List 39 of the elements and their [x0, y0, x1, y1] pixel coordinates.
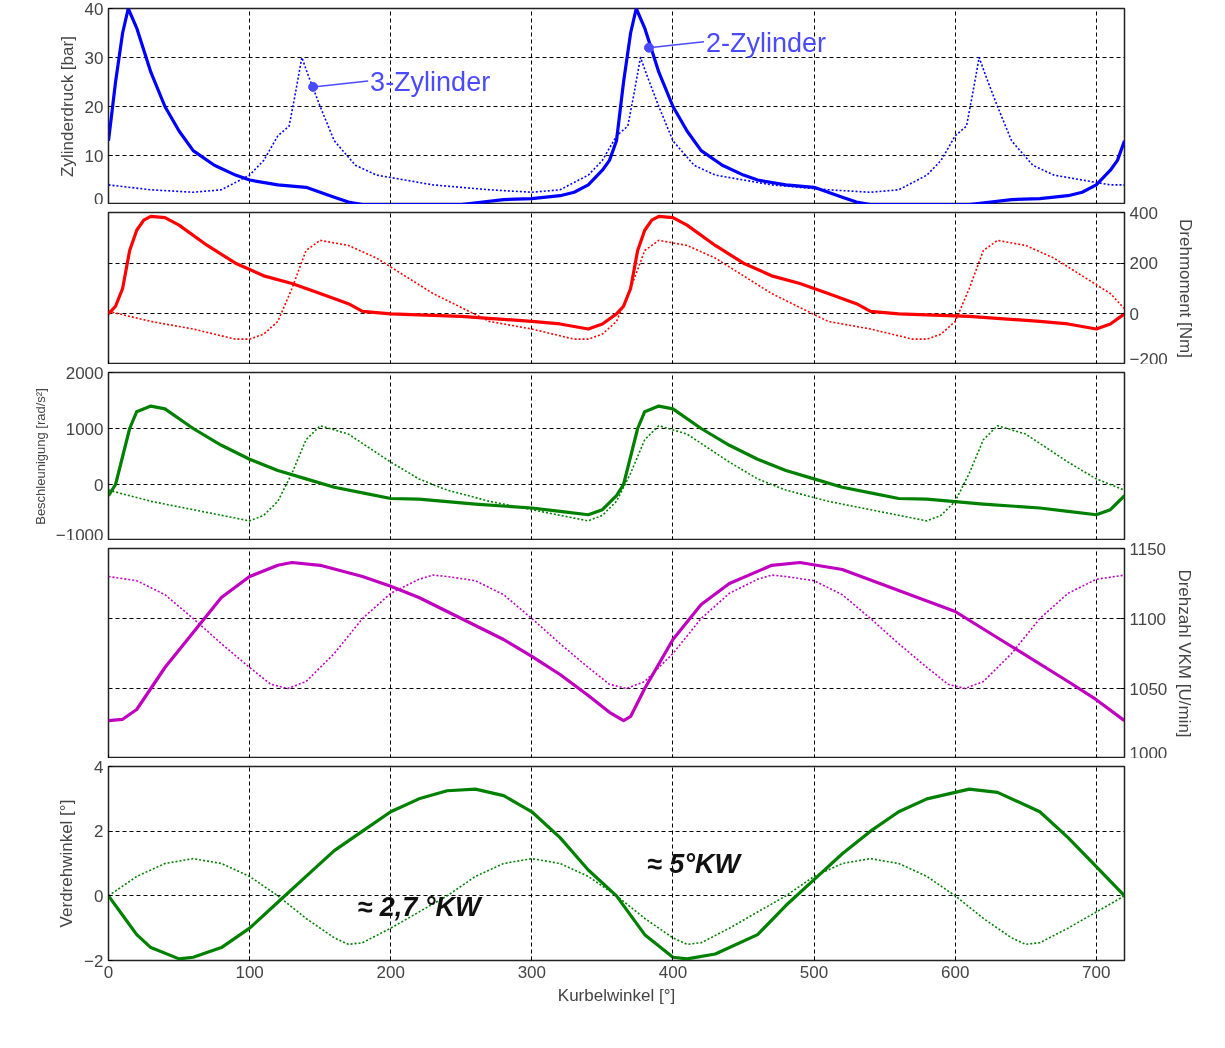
- y-tick-label: 20: [84, 97, 104, 117]
- y-tick-label: 0: [94, 886, 104, 906]
- y-tick-label: 0: [94, 189, 104, 209]
- y-axis-title: Beschleunigung [rad/s²]: [32, 388, 48, 525]
- x-tick-label: 300: [517, 962, 547, 982]
- y-axis-title: Zylinderdruck [bar]: [57, 36, 77, 177]
- x-tick-label: 200: [376, 962, 405, 982]
- y2-tick-label: 200: [1129, 254, 1158, 274]
- annotation: 3-Zylinder: [370, 66, 491, 97]
- x-tick-label: 500: [799, 962, 829, 982]
- y2-tick-label: 1150: [1129, 539, 1167, 559]
- x-tick-label: 600: [940, 962, 970, 982]
- x-axis-title: Kurbelwinkel [°]: [557, 985, 676, 1005]
- annotation: ≈ 5°KW: [646, 849, 743, 880]
- y-tick-label: 4: [94, 757, 104, 777]
- y2-axis-title: Drehzahl VKM [U/min]: [1175, 569, 1195, 738]
- y2-tick-label: 1100: [1129, 609, 1167, 629]
- line-series: [108, 8, 1125, 204]
- x-tick-label: 400: [658, 962, 688, 982]
- y-tick-label: 10: [84, 146, 104, 166]
- y-tick-label: 30: [84, 48, 104, 68]
- y-tick-label: 0: [94, 475, 104, 495]
- y2-axis-title: Drehmoment [Nm]: [1175, 219, 1195, 358]
- y-tick-label: −2: [84, 951, 104, 971]
- y2-tick-label: 1000: [1129, 743, 1168, 763]
- y-tick-label: 2000: [65, 363, 104, 383]
- x-tick-label: 700: [1082, 962, 1111, 982]
- y-axis-title: Verdrehwinkel [°]: [57, 799, 77, 928]
- y-tick-label: 2: [94, 822, 104, 842]
- y2-tick-label: 400: [1129, 203, 1158, 223]
- y-tick-label: 1000: [65, 419, 104, 439]
- annotation: ≈ 2,7 °KW: [357, 891, 484, 922]
- y-tick-label: 40: [84, 0, 104, 19]
- y2-tick-label: 0: [1129, 304, 1139, 324]
- y2-tick-label: −200: [1129, 349, 1168, 369]
- y2-tick-label: 1050: [1129, 679, 1168, 699]
- y-tick-label: −1000: [55, 525, 104, 545]
- x-tick-label: 100: [235, 962, 264, 982]
- annotation: 2-Zylinder: [705, 27, 826, 58]
